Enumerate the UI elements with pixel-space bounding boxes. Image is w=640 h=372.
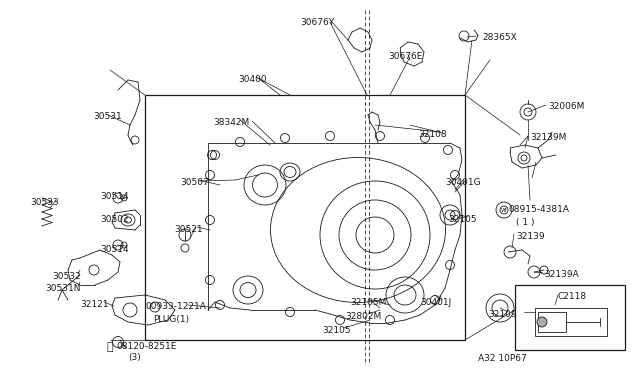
Text: 00933-1221A: 00933-1221A	[145, 302, 206, 311]
Text: C2118: C2118	[558, 292, 587, 301]
Text: 30521: 30521	[174, 225, 203, 234]
Text: 32139M: 32139M	[530, 133, 566, 142]
Text: 38342M: 38342M	[213, 118, 249, 127]
Text: 30400: 30400	[238, 75, 267, 84]
Text: 30507: 30507	[180, 178, 209, 187]
Text: 30533: 30533	[30, 198, 59, 207]
Text: 32105M: 32105M	[350, 298, 387, 307]
Text: 32105: 32105	[322, 326, 351, 335]
Text: 30514: 30514	[100, 192, 129, 201]
Text: 32121: 32121	[80, 300, 109, 309]
Bar	[538, 312, 566, 332]
Text: 28365X: 28365X	[482, 33, 516, 42]
Text: 32139A: 32139A	[544, 270, 579, 279]
Text: A32 10P67: A32 10P67	[478, 354, 527, 363]
Text: 30502: 30502	[100, 215, 129, 224]
Text: (3): (3)	[128, 353, 141, 362]
Text: 30532: 30532	[52, 272, 81, 281]
Text: 30401J: 30401J	[420, 298, 451, 307]
Text: 08915-4381A: 08915-4381A	[508, 205, 569, 214]
Circle shape	[537, 317, 547, 327]
Text: 32108: 32108	[418, 130, 447, 139]
Text: 30531: 30531	[93, 112, 122, 121]
Text: 30514: 30514	[100, 245, 129, 254]
Text: 30676Y: 30676Y	[300, 18, 334, 27]
Text: Ⓑ: Ⓑ	[107, 342, 113, 352]
Bar	[145, 95, 465, 340]
Text: 30531N: 30531N	[45, 284, 81, 293]
Bar	[515, 285, 625, 350]
Text: 30401G: 30401G	[445, 178, 481, 187]
Text: ( 1 ): ( 1 )	[516, 218, 534, 227]
Text: 30676E: 30676E	[388, 52, 422, 61]
Text: 08120-8251E: 08120-8251E	[116, 342, 177, 351]
Text: 32006M: 32006M	[548, 102, 584, 111]
Text: 32802M: 32802M	[345, 312, 381, 321]
Text: 32139: 32139	[516, 232, 545, 241]
Text: 32109: 32109	[488, 310, 516, 319]
Text: W: W	[501, 208, 507, 212]
Text: 32105: 32105	[448, 215, 477, 224]
Text: PLUG(1): PLUG(1)	[153, 315, 189, 324]
Bar	[535, 308, 607, 336]
